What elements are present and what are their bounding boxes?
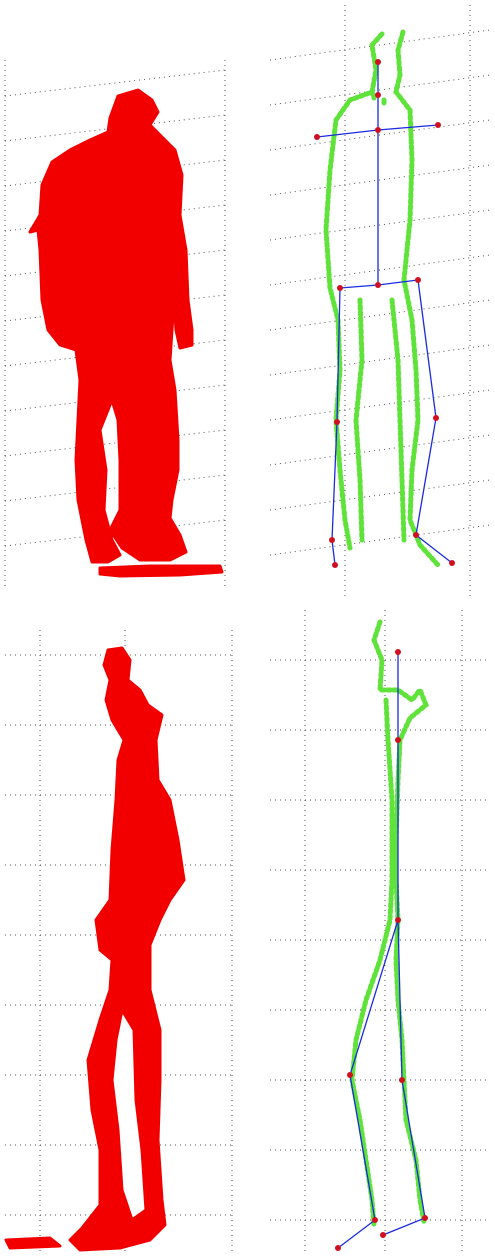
grid-line: [270, 165, 490, 195]
grid-line: [270, 300, 490, 330]
grid-line: [5, 430, 225, 456]
grid-line: [270, 255, 490, 285]
figure: [0, 0, 495, 1258]
grid-line: [270, 525, 490, 555]
grid-line: [5, 475, 225, 501]
grid-line: [270, 390, 490, 420]
grid-line: [270, 435, 490, 465]
side-skeleton: [335, 622, 428, 1251]
grid-line: [270, 345, 490, 375]
front-point-cloud: [30, 90, 222, 576]
grid-line: [5, 70, 225, 96]
grid-line: [270, 75, 490, 105]
grid-line: [270, 480, 490, 510]
grid-line: [270, 120, 490, 150]
grid-line: [270, 210, 490, 240]
side-point-cloud: [6, 648, 184, 1250]
